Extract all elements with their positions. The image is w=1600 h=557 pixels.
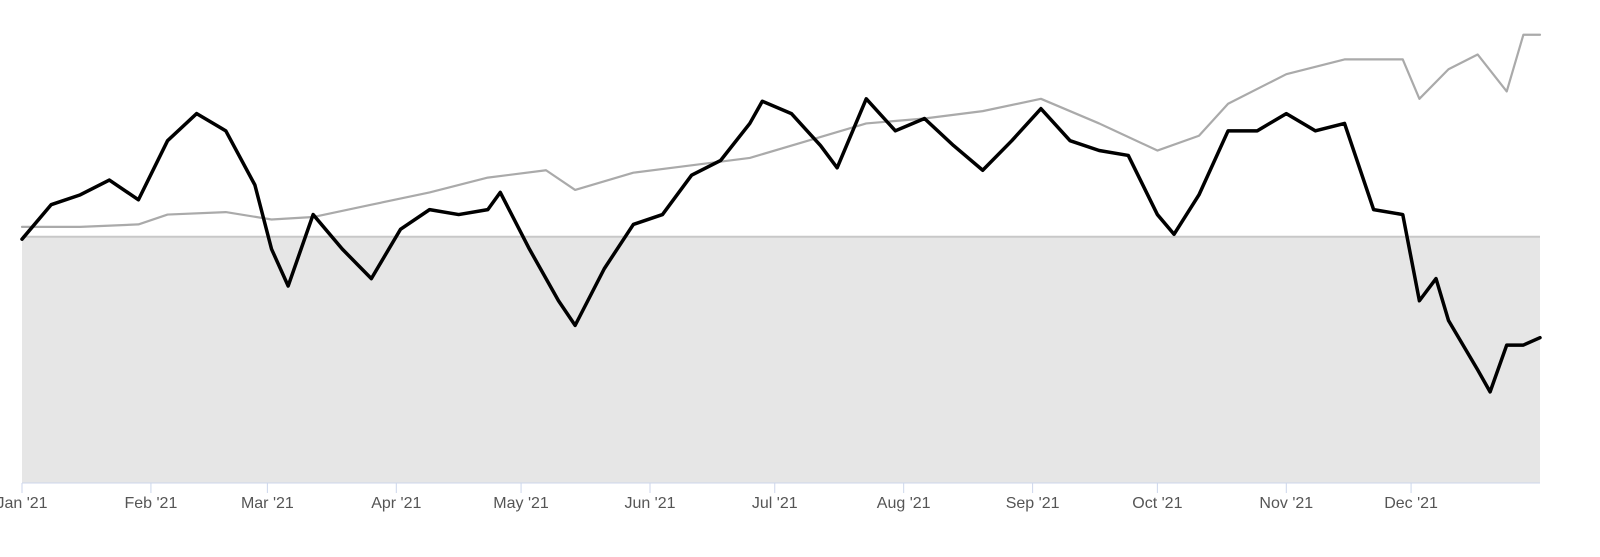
x-tick-label: Aug '21 [877,495,931,512]
series-line [20,33,1542,228]
x-tick-label: Sep '21 [1006,495,1060,512]
x-tick-label: May '21 [493,495,549,512]
baseline-area [22,236,1540,483]
x-tick-label: Jun '21 [624,495,675,512]
x-tick-label: Apr '21 [371,495,421,512]
x-tick-label: Dec '21 [1384,495,1438,512]
x-tick-label: Mar '21 [241,495,294,512]
x-tick-label: Nov '21 [1259,495,1313,512]
series-line [20,97,1542,394]
x-tick-label: Oct '21 [1132,495,1182,512]
x-tick-label: Jan '21 [0,495,48,512]
x-tick-label: Jul '21 [752,495,798,512]
x-tick-label: Feb '21 [124,495,177,512]
